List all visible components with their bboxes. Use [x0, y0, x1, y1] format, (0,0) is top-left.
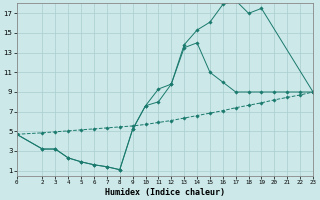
- X-axis label: Humidex (Indice chaleur): Humidex (Indice chaleur): [105, 188, 225, 197]
